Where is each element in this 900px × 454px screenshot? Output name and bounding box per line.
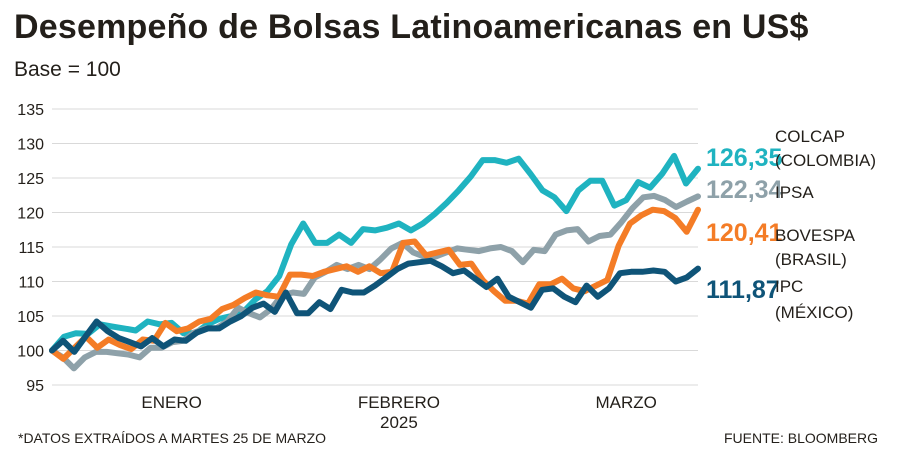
- series-name-label: IPSA: [775, 183, 814, 202]
- y-tick-label: 95: [26, 378, 44, 395]
- series-end-value: 126,35: [706, 144, 783, 172]
- series-name-label: IPC: [775, 277, 803, 296]
- y-tick-label: 110: [18, 275, 44, 292]
- y-axis-ticks: 95 100 105 110 115 120 125 130 135: [17, 102, 44, 395]
- series-name-label: (BRASIL): [775, 250, 847, 269]
- y-tick-label: 130: [17, 137, 44, 154]
- series-name-label: (COLOMBIA): [775, 151, 876, 170]
- series-line: [49, 192, 701, 372]
- gridlines: [52, 108, 698, 386]
- y-tick-label: 135: [17, 102, 44, 119]
- series-lines: [49, 152, 701, 372]
- y-tick-label: 115: [18, 240, 44, 257]
- series-line: [49, 257, 701, 355]
- series-name-label: COLCAP: [775, 127, 845, 146]
- y-tick-label: 105: [17, 309, 44, 326]
- y-tick-label: 125: [17, 171, 44, 188]
- y-tick-label: 120: [17, 206, 44, 223]
- series-name-label: BOVESPA: [775, 226, 856, 245]
- x-tick-label: FEBRERO: [358, 393, 440, 412]
- chart-subtitle: Base = 100: [14, 58, 121, 81]
- y-tick-label: 100: [17, 344, 44, 361]
- series-line: [49, 152, 701, 354]
- footnote: *DATOS EXTRAÍDOS A MARTES 25 DE MARZO: [18, 430, 327, 446]
- series-name-label: (MÉXICO): [775, 303, 853, 322]
- series-end-value: 120,41: [706, 219, 783, 247]
- x-tick-label: 2025: [380, 413, 418, 432]
- series-end-value: 122,34: [706, 176, 783, 204]
- source-note: FUENTE: BLOOMBERG: [723, 430, 878, 446]
- x-tick-label: MARZO: [596, 393, 657, 412]
- chart-title: Desempeño de Bolsas Latinoamericanas en …: [14, 8, 809, 46]
- series-end-value: 111,87: [706, 276, 780, 304]
- x-tick-label: ENERO: [141, 393, 201, 412]
